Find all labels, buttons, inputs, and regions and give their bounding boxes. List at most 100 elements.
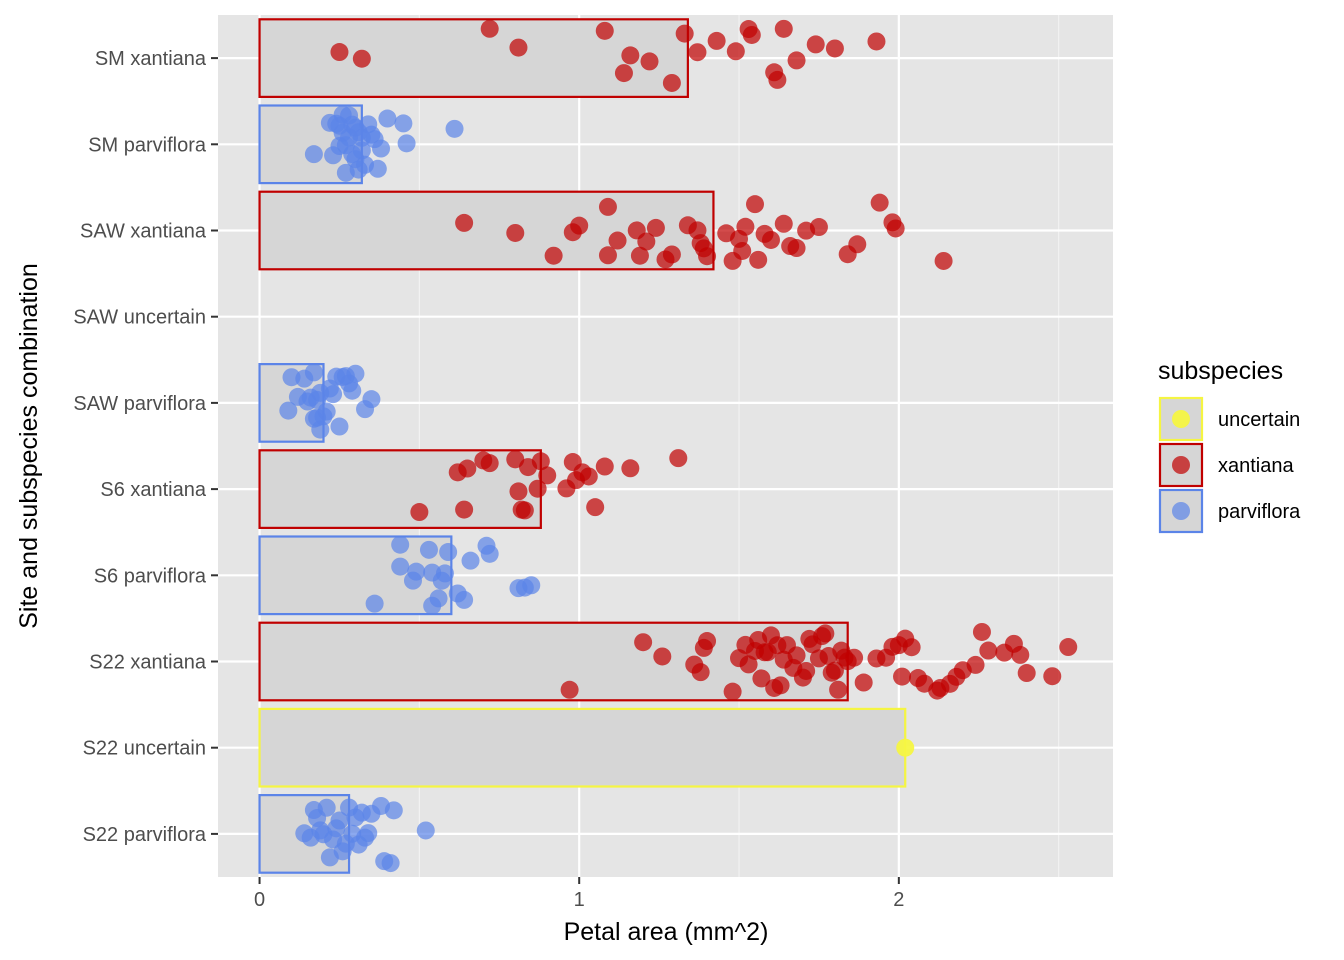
data-point xyxy=(352,141,371,160)
data-point xyxy=(410,503,429,522)
y-tick-label: SAW parviflora xyxy=(73,393,207,415)
data-point xyxy=(1011,645,1030,664)
data-point xyxy=(893,667,912,686)
data-point xyxy=(870,193,889,212)
data-point xyxy=(560,680,579,699)
data-point xyxy=(384,801,403,820)
data-point xyxy=(637,232,656,251)
data-point xyxy=(698,632,717,651)
data-point xyxy=(522,576,541,595)
legend-label-parviflora: parviflora xyxy=(1218,501,1301,523)
data-point xyxy=(829,680,848,699)
data-point xyxy=(419,540,438,559)
data-point xyxy=(391,557,410,576)
data-point xyxy=(439,543,458,562)
data-point xyxy=(595,457,614,476)
data-point xyxy=(662,245,681,264)
data-point xyxy=(1059,638,1078,657)
x-tick-label: 1 xyxy=(574,889,585,911)
y-tick-label: S6 parviflora xyxy=(94,565,207,587)
data-point xyxy=(362,390,381,409)
x-axis-title: Petal area (mm^2) xyxy=(564,918,769,946)
data-point xyxy=(614,64,633,83)
data-point xyxy=(1017,664,1036,683)
data-point xyxy=(538,466,557,485)
data-point xyxy=(739,655,758,674)
data-point xyxy=(458,459,477,478)
data-point xyxy=(634,633,653,652)
data-point xyxy=(330,811,349,830)
data-point xyxy=(806,35,825,54)
data-point xyxy=(787,51,806,70)
y-tick-label: SAW uncertain xyxy=(73,307,206,329)
data-point xyxy=(515,501,534,520)
data-point xyxy=(845,648,864,667)
data-point xyxy=(480,544,499,563)
data-point xyxy=(774,214,793,233)
data-point xyxy=(579,467,598,486)
data-point xyxy=(934,251,953,270)
data-point xyxy=(445,119,464,138)
data-point xyxy=(480,19,499,38)
data-point xyxy=(653,647,672,666)
data-point xyxy=(429,589,448,608)
data-point xyxy=(343,381,362,400)
data-point xyxy=(886,219,905,238)
data-point xyxy=(1043,667,1062,686)
data-point xyxy=(407,562,426,581)
data-point xyxy=(746,195,764,214)
data-point xyxy=(359,824,378,843)
data-point xyxy=(972,622,991,641)
y-tick-label: S22 uncertain xyxy=(83,738,206,760)
data-point xyxy=(742,25,761,44)
data-point xyxy=(378,109,397,128)
data-point xyxy=(608,231,627,250)
data-point xyxy=(324,385,343,404)
x-axis: 0 1 2 xyxy=(254,877,904,911)
data-point xyxy=(381,854,400,873)
data-point xyxy=(688,43,707,62)
y-tick-label: SAW xantiana xyxy=(80,221,207,243)
data-point xyxy=(506,223,525,242)
data-point xyxy=(279,401,298,420)
data-point xyxy=(317,798,336,817)
bar-sm-xantiana xyxy=(258,18,689,98)
data-point xyxy=(630,246,649,265)
y-tick-label: SM parviflora xyxy=(88,134,207,156)
data-point xyxy=(662,73,681,92)
data-point xyxy=(640,52,659,71)
data-point xyxy=(966,655,985,674)
data-point xyxy=(544,246,563,265)
data-point xyxy=(723,682,742,701)
data-point xyxy=(771,676,790,695)
legend-label-xantiana: xantiana xyxy=(1218,455,1294,477)
data-point xyxy=(675,24,694,43)
data-point xyxy=(787,239,806,258)
y-axis: S22 parviflora S22 uncertain S22 xantiana S… xyxy=(73,48,218,846)
data-point xyxy=(365,594,384,613)
data-point xyxy=(825,661,844,680)
data-point xyxy=(691,663,710,682)
data-point xyxy=(304,363,323,382)
data-point xyxy=(586,498,605,517)
data-point xyxy=(698,247,717,266)
data-point xyxy=(528,479,547,498)
data-point xyxy=(480,454,499,473)
data-point xyxy=(394,114,413,133)
data-point xyxy=(570,216,589,235)
legend-swatch-uncertain xyxy=(1172,410,1190,428)
data-point xyxy=(787,646,806,665)
y-tick-label: SM xantiana xyxy=(95,48,207,70)
y-tick-label: S22 parviflora xyxy=(83,824,207,846)
legend-label-uncertain: uncertain xyxy=(1218,409,1300,431)
data-point xyxy=(736,217,755,236)
data-point xyxy=(509,482,528,501)
data-point xyxy=(825,39,844,58)
data-point xyxy=(726,42,745,61)
data-point xyxy=(372,139,391,158)
x-tick-label: 2 xyxy=(893,889,904,911)
data-point xyxy=(867,32,886,51)
data-point xyxy=(621,459,640,478)
data-point xyxy=(397,134,416,153)
data-point xyxy=(733,241,752,260)
